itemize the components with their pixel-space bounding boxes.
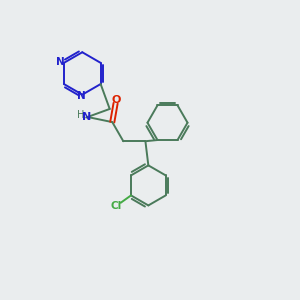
Text: O: O <box>111 95 121 105</box>
Text: H: H <box>77 110 85 120</box>
Text: Cl: Cl <box>110 201 122 211</box>
Text: N: N <box>82 112 92 122</box>
Text: N: N <box>77 91 86 101</box>
Text: N: N <box>56 57 65 67</box>
